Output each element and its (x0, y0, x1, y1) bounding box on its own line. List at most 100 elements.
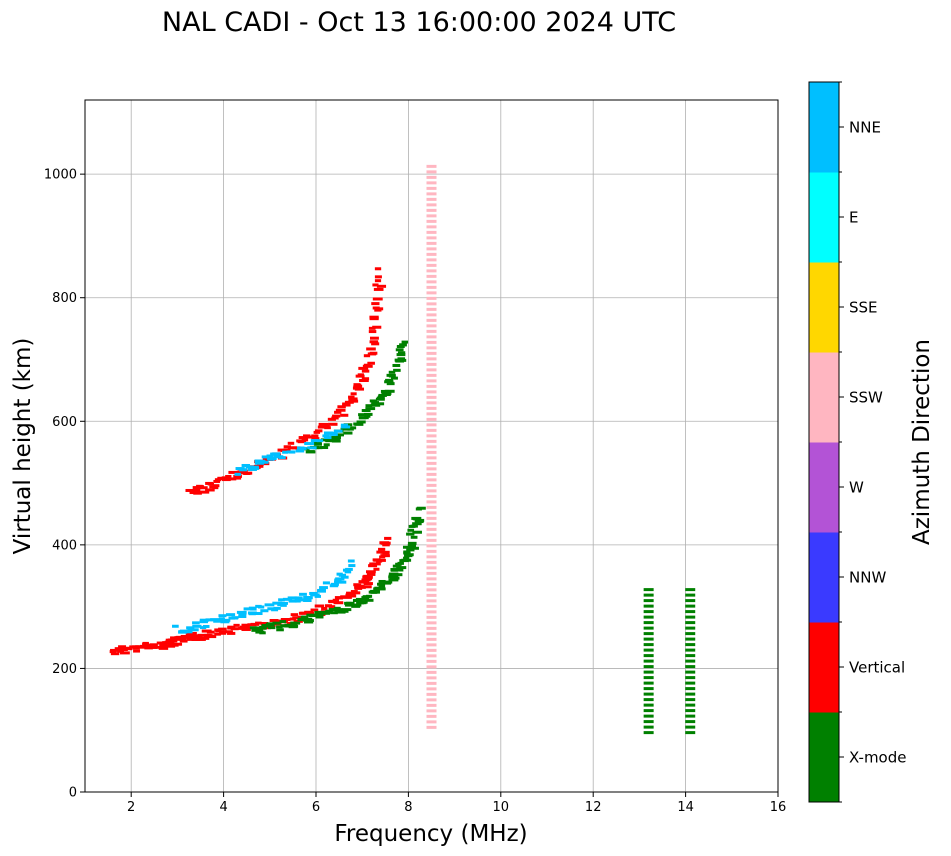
data-point (299, 446, 307, 450)
data-point (685, 687, 696, 691)
x-tick-label: 16 (770, 800, 787, 815)
data-point (369, 340, 379, 344)
data-point (426, 538, 437, 542)
data-point (321, 606, 328, 610)
data-point (361, 377, 370, 381)
data-point (416, 506, 426, 510)
data-point (273, 455, 284, 459)
data-point (372, 306, 380, 310)
data-point (250, 607, 257, 611)
data-point (372, 297, 383, 301)
data-point (426, 505, 437, 509)
data-point (426, 379, 437, 383)
data-point (426, 489, 437, 493)
data-point (361, 596, 370, 600)
data-point (243, 471, 251, 475)
data-point (190, 628, 199, 632)
data-point (401, 340, 409, 344)
colorbar-segment (809, 622, 839, 713)
data-point (426, 648, 437, 652)
data-point (409, 546, 419, 550)
y-tick-label: 400 (52, 538, 77, 553)
data-point (388, 370, 396, 374)
data-point (426, 302, 437, 306)
data-point (291, 446, 301, 450)
data-point (643, 654, 654, 658)
colorbar-label: Azimuth Direction (909, 339, 935, 545)
y-tick-label: 600 (52, 415, 77, 430)
data-point (372, 562, 381, 566)
data-point (110, 648, 119, 652)
data-point (685, 659, 696, 663)
data-point (426, 621, 437, 625)
data-point (426, 637, 437, 641)
data-point (685, 670, 696, 674)
data-point (358, 413, 367, 417)
data-point (336, 596, 343, 600)
data-point (685, 692, 696, 696)
data-point (426, 208, 437, 212)
colorbar-tick-label: SSE (849, 299, 878, 317)
data-point (685, 615, 696, 619)
data-point (353, 383, 361, 387)
data-point (364, 414, 371, 418)
data-point (294, 596, 303, 600)
data-point (426, 676, 437, 680)
data-point (227, 625, 236, 629)
data-point (213, 484, 220, 488)
colorbar-segment (809, 352, 839, 443)
data-point (290, 613, 299, 617)
data-point (192, 621, 200, 625)
data-point (426, 170, 437, 174)
data-point (414, 518, 425, 522)
data-point (374, 267, 382, 271)
data-point (373, 567, 380, 571)
x-tick-label: 12 (585, 800, 602, 815)
colorbar-segment (809, 82, 839, 173)
data-point (307, 611, 315, 615)
data-point (159, 644, 168, 648)
data-point (426, 494, 437, 498)
data-point (288, 450, 296, 454)
data-point (271, 452, 281, 456)
data-point (162, 641, 171, 645)
data-point (643, 659, 654, 663)
data-point (380, 389, 389, 393)
data-point (426, 659, 437, 663)
data-point (426, 439, 437, 443)
data-point (426, 665, 437, 669)
data-point (340, 575, 349, 579)
data-point (685, 610, 696, 614)
data-point (124, 646, 133, 650)
data-point (388, 578, 399, 582)
data-point (358, 366, 369, 370)
data-point (330, 611, 338, 615)
colorbar-segment (809, 172, 839, 263)
data-point (426, 263, 437, 267)
data-point (363, 363, 371, 367)
y-tick-label: 1000 (44, 168, 77, 183)
data-point (426, 643, 437, 647)
data-point (193, 491, 202, 495)
data-point (377, 558, 386, 562)
data-point (328, 422, 338, 426)
colorbar-tick-label: SSW (849, 389, 883, 407)
data-point (189, 490, 197, 494)
data-point (412, 530, 422, 534)
data-point (230, 627, 239, 631)
data-point (371, 302, 380, 306)
data-point (426, 577, 437, 581)
y-tick-label: 800 (52, 291, 77, 306)
data-point (171, 639, 178, 643)
data-point (187, 628, 195, 632)
data-point (426, 340, 437, 344)
data-point (212, 486, 219, 490)
data-point (426, 461, 437, 465)
data-point (353, 385, 362, 389)
data-point (313, 442, 322, 446)
data-point (378, 584, 386, 588)
data-point (378, 579, 386, 583)
data-point (331, 436, 341, 440)
data-point (344, 570, 352, 574)
data-point (340, 413, 349, 417)
